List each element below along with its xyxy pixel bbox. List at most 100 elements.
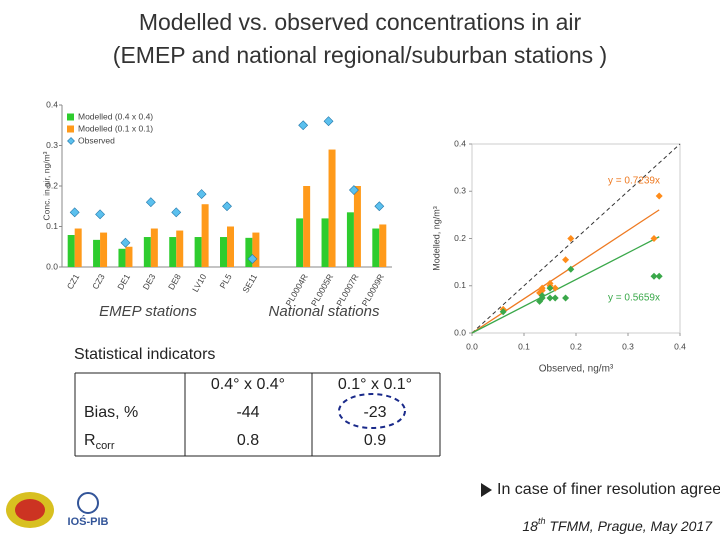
bar	[93, 239, 101, 267]
row-label: Bias, %	[84, 404, 138, 421]
scatter-point	[546, 279, 554, 287]
legend-label: Observed	[78, 135, 115, 145]
trend-line	[471, 236, 660, 334]
scatter-point	[567, 265, 575, 273]
x-tick-label: DE1	[115, 272, 132, 292]
stats-title: Statistical indicators	[74, 346, 215, 363]
bar	[100, 232, 108, 267]
scatter-point	[650, 272, 658, 280]
bar	[194, 237, 202, 267]
x-tick-label: CZ1	[65, 272, 82, 291]
observed-point	[95, 209, 106, 220]
bar	[125, 246, 133, 267]
x-tick-label: 0.3	[622, 341, 634, 351]
observed-point	[120, 237, 131, 248]
scatter-point	[499, 308, 507, 316]
legend-swatch	[67, 125, 74, 133]
scatter-point	[562, 256, 570, 264]
x-tick-label: SE11	[240, 272, 259, 295]
title-line: (EMEP and national regional/suburban sta…	[113, 42, 607, 68]
scatter-point	[551, 284, 559, 292]
trend-label: y = 0.5659x	[608, 293, 660, 304]
x-tick-label: 0.0	[466, 341, 478, 351]
x-tick-label: DE8	[166, 272, 183, 292]
legend-swatch	[67, 137, 75, 145]
x-tick-label: LV10	[190, 272, 208, 294]
y-tick-label: 0.2	[454, 233, 466, 243]
scatter-point	[567, 235, 575, 242]
bar	[303, 186, 311, 267]
title-line: Modelled vs. observed concentrations in …	[139, 9, 582, 35]
bar	[379, 224, 387, 267]
y-tick-label: 0.3	[454, 186, 466, 196]
table-cell: 0.8	[237, 432, 259, 449]
table-cell: -23	[363, 404, 386, 421]
logo-icon	[77, 492, 99, 514]
scatter-point	[650, 235, 658, 242]
y-tick-label: 0.4	[46, 99, 58, 109]
bar	[67, 235, 75, 267]
footer-number: 18	[522, 518, 538, 534]
y-tick-label: 0.3	[46, 140, 58, 150]
table-header: 0.1° x 0.1°	[338, 376, 412, 393]
footer-text: TFMM, Prague, May 2017	[545, 518, 713, 534]
group-label: EMEP stations	[99, 303, 197, 320]
bullet-text: In case of finer resolution agreement wi…	[497, 481, 720, 498]
logo-left	[6, 492, 54, 528]
bar	[220, 237, 227, 267]
x-tick-label: 0.2	[570, 341, 582, 351]
scatter-point	[655, 272, 663, 280]
scatter-point	[551, 294, 559, 302]
scatter-point	[655, 192, 663, 200]
y-tick-label: 0.0	[454, 327, 466, 337]
bar	[150, 228, 158, 267]
table-header: 0.4° x 0.4°	[211, 376, 285, 393]
bar	[143, 237, 151, 267]
footer-sup: th	[538, 516, 546, 526]
bar	[169, 237, 177, 267]
bullet-arrow	[481, 483, 492, 497]
observed-point	[247, 253, 258, 264]
bar	[74, 228, 82, 267]
x-axis-title: Observed, ng/m³	[539, 364, 614, 375]
scatter-point	[538, 286, 546, 294]
bar	[176, 230, 184, 267]
observed-point	[196, 189, 207, 200]
observed-point	[222, 201, 232, 212]
trend-label: y = 0.7239x	[608, 176, 660, 187]
logo-text: IOŚ-PIB	[68, 515, 109, 528]
bar	[353, 186, 361, 267]
scatter-point	[562, 294, 570, 302]
row-label-sub: corr	[96, 440, 115, 452]
observed-point	[69, 207, 80, 218]
row-label-text: R	[84, 432, 96, 449]
trend-line	[471, 209, 660, 334]
observed-point	[348, 185, 359, 195]
legend-swatch	[67, 113, 74, 121]
highlight-ellipse	[338, 393, 406, 429]
y-tick-label: 0.1	[454, 280, 466, 290]
observed-point	[171, 207, 182, 218]
y-tick-label: 0.4	[454, 138, 466, 148]
bar	[245, 237, 253, 267]
x-tick-label: 0.1	[518, 341, 530, 351]
bar	[321, 218, 329, 267]
row-label-text: Bias, %	[84, 404, 138, 421]
scatter-point	[546, 294, 554, 302]
y-axis-title: Modelled, ng/m³	[431, 206, 441, 271]
y-axis-title: Conc. in air, ng/m³	[41, 151, 51, 220]
row-label: Rcorr	[84, 432, 115, 452]
bar	[252, 232, 260, 267]
observed-point	[298, 120, 309, 131]
bar	[346, 212, 354, 267]
bar	[372, 228, 380, 267]
bar	[227, 226, 234, 267]
bar	[201, 204, 209, 267]
logo-shape	[15, 499, 45, 521]
table-cell: 0.9	[364, 432, 386, 449]
legend-label: Modelled (0.4 x 0.4)	[78, 111, 153, 121]
scatter-point	[538, 294, 546, 302]
y-tick-label: 0.1	[46, 221, 58, 231]
bar	[118, 248, 126, 267]
